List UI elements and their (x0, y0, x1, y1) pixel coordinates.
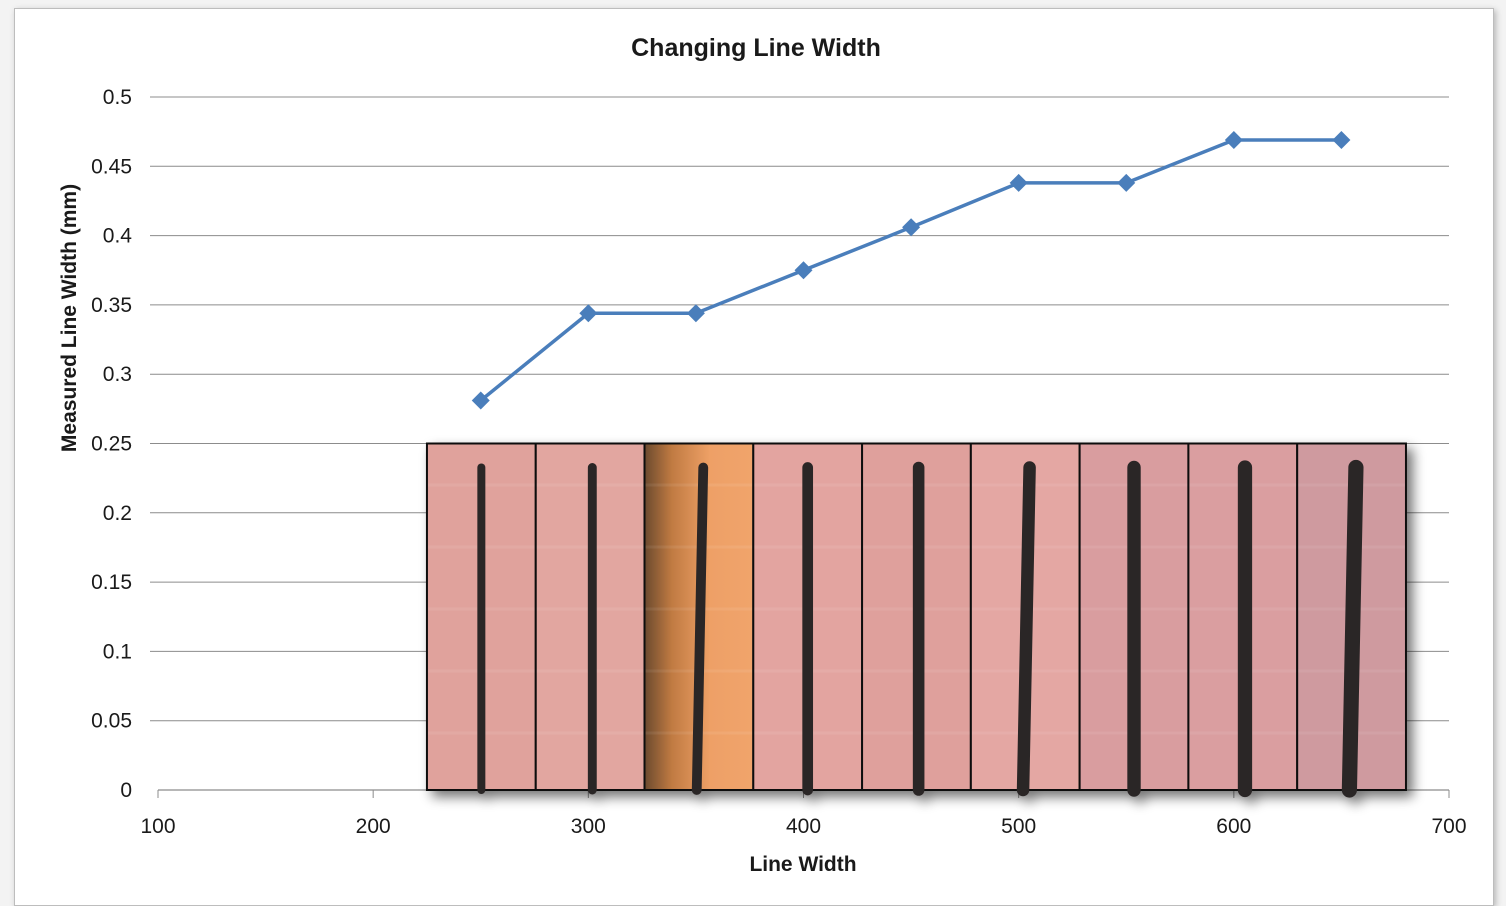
inset-photo (1187, 442, 1299, 798)
data-point (1332, 130, 1351, 149)
printed-line (1341, 459, 1364, 798)
y-tick-label: 0.25 (91, 433, 132, 456)
series-line (479, 138, 1342, 402)
inset-photo (1078, 442, 1190, 797)
data-point (1224, 130, 1243, 149)
y-tick-label: 0.1 (103, 640, 132, 663)
y-tick-label: 0.45 (91, 155, 132, 178)
y-tick-label: 0 (120, 779, 132, 802)
series-layer (471, 130, 1351, 410)
data-point (1117, 173, 1136, 192)
data-point (794, 261, 813, 280)
y-tick-label: 0.35 (91, 294, 132, 317)
inset-photo (861, 442, 972, 796)
inset-photo (1296, 442, 1407, 798)
data-point (1009, 173, 1028, 192)
x-tick-label: 700 (1431, 815, 1466, 838)
x-tick-label: 100 (140, 815, 175, 838)
y-tick-label: 0.5 (103, 86, 132, 109)
chart-title: Changing Line Width (631, 34, 881, 62)
y-tick-label: 0.3 (103, 363, 132, 386)
data-point (471, 391, 490, 410)
y-tick-label: 0.2 (103, 502, 132, 525)
x-tick-label: 200 (356, 815, 391, 838)
y-tick-label: 0.4 (103, 225, 133, 248)
photo-strip (425, 442, 1407, 798)
x-tick-label: 600 (1216, 815, 1251, 838)
axes: 0 0.05 0.1 0.15 0.2 0.25 0.3 0.35 0.4 0.45 0.5 100 2… (91, 86, 1466, 838)
inset-photo (643, 442, 755, 795)
data-point (579, 304, 598, 323)
y-tick-label: 0.05 (91, 710, 132, 733)
printed-line (1016, 461, 1036, 797)
x-tick-label: 400 (786, 815, 821, 838)
inset-photos (425, 442, 1407, 798)
y-tick-label: 0.15 (91, 571, 132, 594)
inset-photo (534, 442, 646, 795)
inset-photo (969, 442, 1081, 797)
data-point (686, 304, 705, 323)
printed-line (691, 462, 709, 795)
inset-photo (752, 442, 864, 796)
y-axis-title: Measured Line Width (mm) (58, 184, 81, 452)
x-tick-label: 300 (571, 815, 606, 838)
data-point (902, 218, 921, 237)
inset-photo (425, 442, 537, 794)
x-axis-title: Line Width (749, 853, 856, 876)
x-tick-label: 500 (1001, 815, 1036, 838)
